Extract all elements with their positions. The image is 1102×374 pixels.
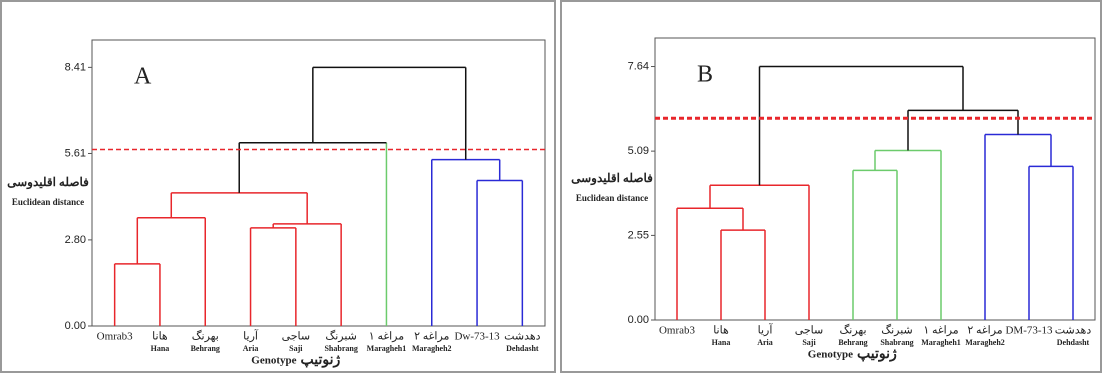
leaf-sublabel: Dehdasht (506, 344, 539, 353)
leaf-label: دهدشت (504, 331, 541, 343)
leaf-sublabel: Shabrang (880, 338, 913, 347)
leaf-sublabel: Maragheh2 (965, 338, 1005, 347)
leaf-label: Dw-73-13 (454, 331, 500, 343)
y-axis-label-en: Euclidean distance (576, 193, 648, 203)
x-axis-label: Genotype (808, 349, 853, 361)
leaf-sublabel: Aria (757, 338, 773, 347)
leaf-sublabel: Saji (289, 344, 303, 353)
leaf-label: بهرنگ (192, 330, 219, 343)
y-axis-label: فاصله اقلیدوسی (7, 175, 89, 190)
leaf-label: مراغه ۱ (923, 325, 958, 337)
leaf-label: ساجی (282, 331, 311, 343)
y-tick-label: 2.55 (628, 229, 649, 241)
leaf-sublabel: Maragheh1 (367, 344, 407, 353)
leaf-sublabel: Maragheh2 (412, 344, 452, 353)
leaf-sublabel: Dehdasht (1057, 338, 1090, 347)
y-tick-label: 8.41 (65, 61, 86, 73)
y-axis-label-en: Euclidean distance (12, 197, 84, 207)
leaf-sublabel: Hana (712, 338, 731, 347)
leaf-sublabel: Aria (243, 344, 259, 353)
panel-frame (0, 0, 556, 373)
leaf-label: دهدشت (1055, 325, 1092, 337)
panel-frame (560, 0, 1102, 373)
leaf-label: مراغه ۱ (369, 331, 404, 343)
y-tick-label: 0.00 (65, 320, 86, 332)
plot-frame (654, 37, 1096, 321)
leaf-sublabel: Behrang (191, 344, 220, 353)
leaf-sublabel: Hana (151, 344, 170, 353)
x-axis-label-fa: ژنوتیپ (301, 353, 341, 368)
leaf-label: هانا (713, 325, 729, 337)
leaf-label: Omrab3 (97, 331, 134, 343)
leaf-label: هانا (152, 331, 168, 343)
y-tick-label: 7.64 (628, 60, 649, 72)
x-axis-label: Genotype (251, 355, 296, 367)
leaf-label: شبرنگ (881, 324, 913, 337)
y-axis-label: فاصله اقلیدوسی (571, 171, 653, 186)
leaf-sublabel: Saji (802, 338, 816, 347)
leaf-label: مراغه ۲ (414, 331, 449, 343)
leaf-label: آریا (758, 324, 774, 337)
leaf-sublabel: Shabrang (324, 344, 357, 353)
leaf-sublabel: Maragheh1 (921, 338, 961, 347)
leaf-label: آریا (243, 330, 259, 343)
y-tick-label: 5.61 (65, 147, 86, 159)
y-tick-label: 5.09 (628, 145, 649, 157)
leaf-label: Omrab3 (659, 325, 696, 337)
y-tick-label: 2.80 (65, 234, 86, 246)
y-tick-label: 0.00 (628, 314, 649, 326)
leaf-label: ساجی (795, 325, 824, 337)
plot-frame (91, 39, 546, 327)
leaf-label: بهرنگ (839, 324, 866, 337)
x-axis-label-fa: ژنوتیپ (857, 347, 897, 362)
panel-letter: A (134, 64, 152, 90)
leaf-label: شبرنگ (325, 330, 357, 343)
panel-letter: B (697, 62, 713, 88)
leaf-label: مراغه ۲ (967, 325, 1002, 337)
leaf-label: DM-73-13 (1005, 325, 1053, 337)
leaf-sublabel: Behrang (838, 338, 867, 347)
